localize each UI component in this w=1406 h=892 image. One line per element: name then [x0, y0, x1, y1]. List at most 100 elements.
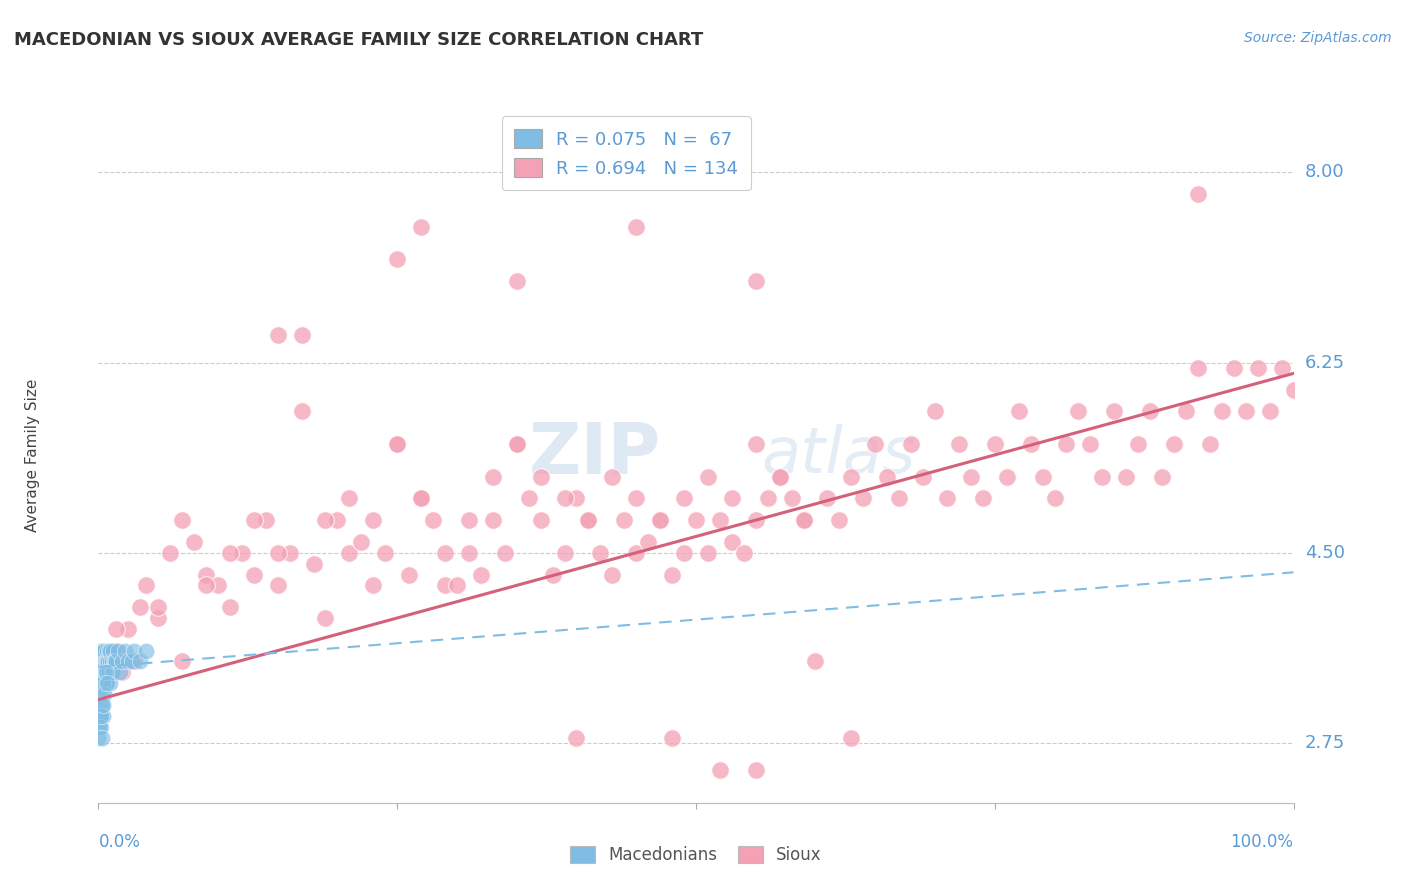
Point [267, 546, 290, 560]
Point [93, 676, 115, 690]
Point [565, 731, 588, 745]
Point [1258, 404, 1281, 418]
Point [385, 437, 409, 451]
Point [530, 469, 553, 483]
Point [541, 567, 564, 582]
Point [124, 655, 146, 669]
Text: 0.0%: 0.0% [98, 833, 141, 851]
Point [554, 546, 576, 560]
Point [104, 655, 127, 669]
Point [1199, 437, 1222, 451]
Point [89, 655, 111, 669]
Point [768, 469, 790, 483]
Point [385, 252, 409, 267]
Point [1163, 437, 1185, 451]
Point [94, 655, 117, 669]
Point [815, 491, 838, 506]
Point [637, 535, 659, 549]
Point [470, 567, 492, 582]
Point [172, 655, 194, 669]
Point [105, 643, 128, 657]
Point [876, 469, 898, 483]
Point [865, 437, 887, 451]
Point [494, 546, 516, 560]
Point [398, 567, 420, 582]
Point [172, 513, 194, 527]
Point [733, 546, 755, 560]
Point [363, 578, 385, 592]
Point [385, 437, 409, 451]
Point [291, 404, 314, 418]
Point [183, 535, 205, 549]
Point [721, 491, 744, 506]
Point [721, 535, 744, 549]
Point [756, 491, 779, 506]
Point [278, 546, 301, 560]
Point [339, 491, 361, 506]
Point [87, 731, 110, 745]
Point [326, 513, 349, 527]
Point [602, 469, 624, 483]
Point [578, 513, 600, 527]
Point [90, 720, 112, 734]
Point [91, 731, 114, 745]
Point [94, 676, 117, 690]
Point [709, 513, 731, 527]
Point [89, 676, 111, 690]
Point [91, 643, 114, 657]
Point [900, 437, 922, 451]
Point [1104, 404, 1126, 418]
Point [98, 665, 121, 680]
Point [129, 655, 152, 669]
Point [1211, 404, 1233, 418]
Point [98, 655, 122, 669]
Point [148, 611, 170, 625]
Point [350, 535, 373, 549]
Point [89, 720, 111, 734]
Point [517, 491, 540, 506]
Point [1223, 360, 1246, 375]
Point [98, 643, 122, 657]
Point [94, 665, 117, 680]
Point [661, 731, 683, 745]
Point [111, 665, 134, 680]
Point [148, 600, 170, 615]
Text: Source: ZipAtlas.com: Source: ZipAtlas.com [1244, 31, 1392, 45]
Point [589, 546, 612, 560]
Point [91, 676, 114, 690]
Point [90, 665, 112, 680]
Point [745, 763, 768, 777]
Point [984, 437, 1007, 451]
Point [93, 676, 115, 690]
Point [745, 274, 768, 288]
Point [1234, 404, 1257, 418]
Point [697, 546, 720, 560]
Point [1282, 383, 1305, 397]
Point [135, 643, 157, 657]
Point [1115, 469, 1137, 483]
Point [315, 513, 337, 527]
Point [889, 491, 911, 506]
Point [506, 274, 529, 288]
Point [97, 655, 120, 669]
Point [91, 708, 114, 723]
Point [195, 578, 218, 592]
Point [780, 491, 803, 506]
Point [105, 622, 128, 636]
Point [91, 698, 114, 712]
Point [94, 665, 117, 680]
Point [506, 437, 529, 451]
Point [93, 687, 115, 701]
Point [411, 491, 433, 506]
Point [101, 643, 124, 657]
Point [1271, 360, 1294, 375]
Point [1080, 437, 1102, 451]
Point [685, 513, 707, 527]
Point [852, 491, 875, 506]
Text: Average Family Size: Average Family Size [25, 378, 41, 532]
Point [972, 491, 994, 506]
Point [91, 665, 114, 680]
Point [1187, 360, 1209, 375]
Point [90, 687, 112, 701]
Point [602, 567, 624, 582]
